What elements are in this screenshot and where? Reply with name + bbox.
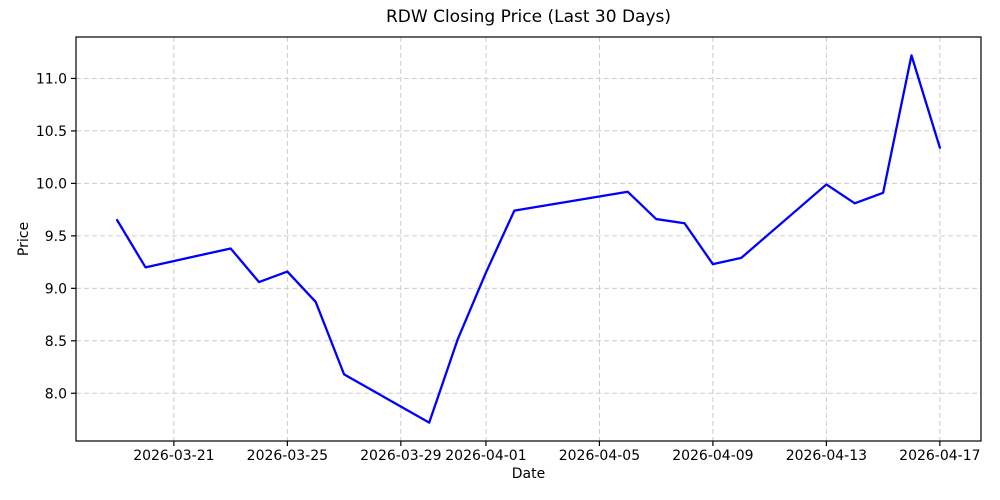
y-tick-label: 10.5 [36,124,67,140]
x-tick-label: 2026-04-05 [559,448,640,464]
x-tick-label: 2026-04-13 [786,448,867,464]
x-tick-label: 2026-04-01 [445,448,526,464]
chart-title: RDW Closing Price (Last 30 Days) [385,7,672,27]
x-tick-label: 2026-04-09 [672,448,753,464]
x-tick-label: 2026-03-21 [133,448,214,464]
y-tick-label: 9.5 [45,229,67,245]
price-line [115,54,942,424]
x-tick-label: 2026-04-17 [899,448,980,464]
plot-border [75,36,982,442]
x-axis-label: Date [511,466,546,482]
y-tick-label: 9.0 [45,281,67,297]
x-tick-label: 2026-03-25 [247,448,328,464]
y-tick-label: 8.5 [45,334,67,350]
y-tick-label: 10.0 [36,176,67,192]
y-tick-label: 8.0 [45,386,67,402]
y-tick-label: 11.0 [36,71,67,87]
x-tick-label: 2026-03-29 [360,448,441,464]
